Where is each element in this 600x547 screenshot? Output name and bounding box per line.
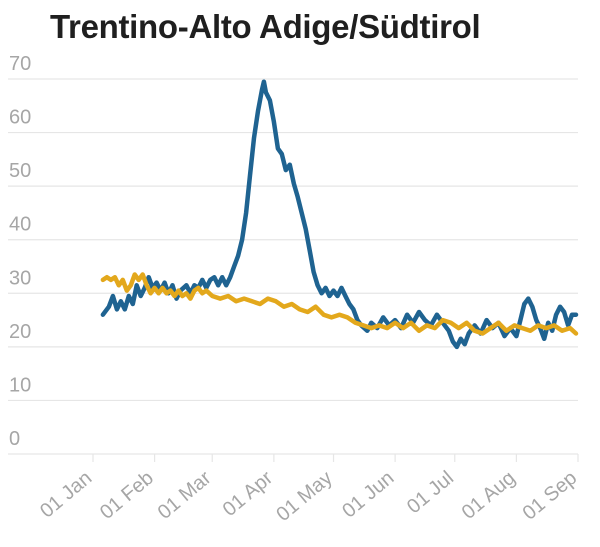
y-tick-label: 70 <box>9 53 31 75</box>
grid-lines <box>8 78 578 455</box>
x-tick-label: 01 Aug <box>458 467 520 524</box>
x-tick-label: 01 Jan <box>36 467 96 522</box>
x-tick-label: 01 Feb <box>96 467 158 524</box>
y-tick-label: 0 <box>9 428 20 450</box>
y-tick-label: 50 <box>9 160 31 182</box>
x-tick-label: 01 May <box>272 467 336 526</box>
x-tick-label: 01 Apr <box>219 467 278 521</box>
x-tick-label: 01 Sep <box>519 467 582 525</box>
y-axis-ticks: 0 10 20 30 40 50 60 70 <box>9 53 31 450</box>
series-lines <box>100 79 579 350</box>
y-tick-label: 10 <box>9 374 31 396</box>
series-line-1 <box>100 79 579 350</box>
y-tick-label: 40 <box>9 214 31 236</box>
x-tick-label: 01 Jul <box>403 467 458 518</box>
chart-title: Trentino-Alto Adige/Südtirol <box>50 8 481 45</box>
x-tick-label: 01 Mar <box>154 467 216 524</box>
y-tick-label: 30 <box>9 267 31 289</box>
y-tick-label: 60 <box>9 107 31 129</box>
x-tick-label: 01 Jun <box>338 467 398 522</box>
y-tick-label: 20 <box>9 321 31 343</box>
series-line-2 <box>100 272 579 336</box>
